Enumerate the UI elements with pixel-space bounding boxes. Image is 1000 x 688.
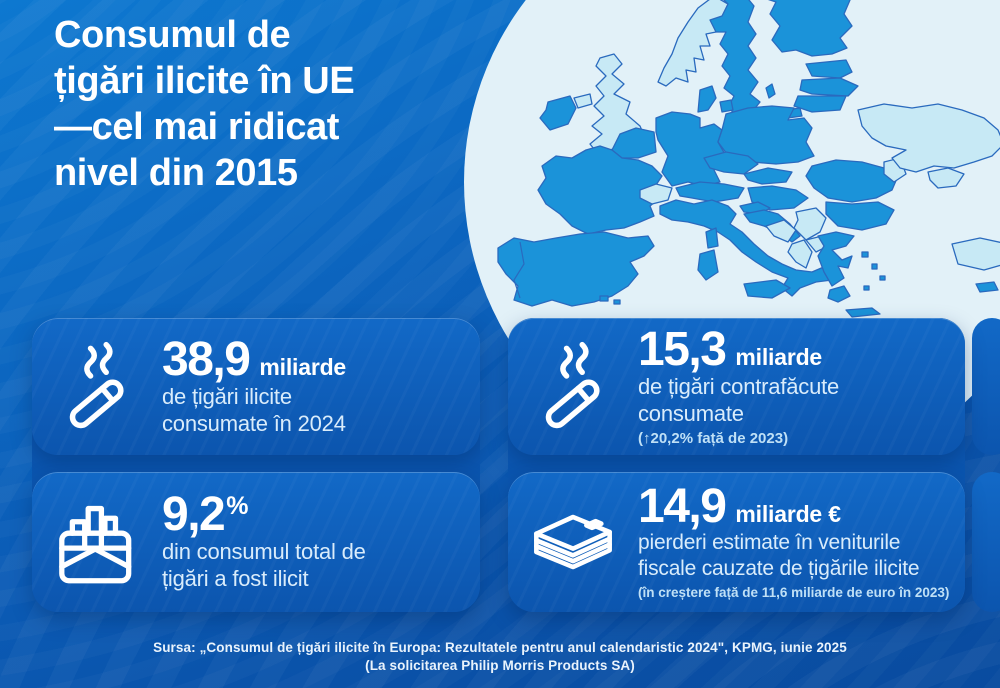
title-line: țigări ilicite în UE xyxy=(54,60,355,102)
stat-value: 38,9 xyxy=(162,332,251,386)
stat-description: pierderi estimate în veniturile xyxy=(638,531,901,554)
stat-description: din consumul total de xyxy=(162,539,366,564)
stat-note: (în creștere față de 11,6 miliarde de eu… xyxy=(638,585,950,600)
stat-note: (↑20,2% față de 2023) xyxy=(638,429,789,447)
banknotes-icon xyxy=(534,514,612,570)
stat-unit: miliarde € xyxy=(735,501,841,527)
source-line: Sursa: „Consumul de țigări ilicite în Eu… xyxy=(153,640,847,655)
source-line: (La solicitarea Philip Morris Products S… xyxy=(365,657,635,673)
stat-description: de țigări ilicite xyxy=(162,383,292,409)
cigarette-icon xyxy=(545,341,600,428)
stat-card-illicit-total: 38,9 miliarde de țigări ilicite consumat… xyxy=(32,318,480,455)
stat-value: 14,9 xyxy=(638,480,727,533)
stat-description: de țigări contrafăcute xyxy=(638,373,840,399)
stat-unit: miliarde xyxy=(259,353,347,380)
stat-description: fiscale cauzate de țigările ilicite xyxy=(638,557,920,580)
europe-map xyxy=(497,0,1000,318)
stat-unit: % xyxy=(226,492,249,520)
title-line: nivel din 2015 xyxy=(54,152,298,194)
cigarette-icon xyxy=(69,341,124,428)
edge-card-sliver xyxy=(972,472,1000,612)
cigarette-pack-icon xyxy=(59,505,132,584)
stat-card-counterfeit: 15,3 miliarde de țigări contrafăcute con… xyxy=(508,318,965,455)
stat-value: 15,3 xyxy=(638,322,727,376)
stat-value: 9,2 xyxy=(162,488,226,541)
stat-description: consumate în 2024 xyxy=(162,410,346,436)
stat-card-share-illicit: 9,2 % din consumul total de țigări a fos… xyxy=(32,472,480,612)
page-title: Consumul de țigări ilicite în UE —cel ma… xyxy=(54,12,355,196)
stat-description: consumate xyxy=(638,400,744,426)
stat-card-tax-losses: 14,9 miliarde € pierderi estimate în ven… xyxy=(508,472,965,612)
source-attribution: Sursa: „Consumul de țigări ilicite în Eu… xyxy=(0,639,1000,674)
stat-description: țigări a fost ilicit xyxy=(162,566,309,591)
stat-unit: miliarde xyxy=(735,343,823,370)
title-line: —cel mai ridicat xyxy=(54,106,340,148)
edge-card-sliver xyxy=(972,318,1000,455)
title-line: Consumul de xyxy=(54,14,291,56)
